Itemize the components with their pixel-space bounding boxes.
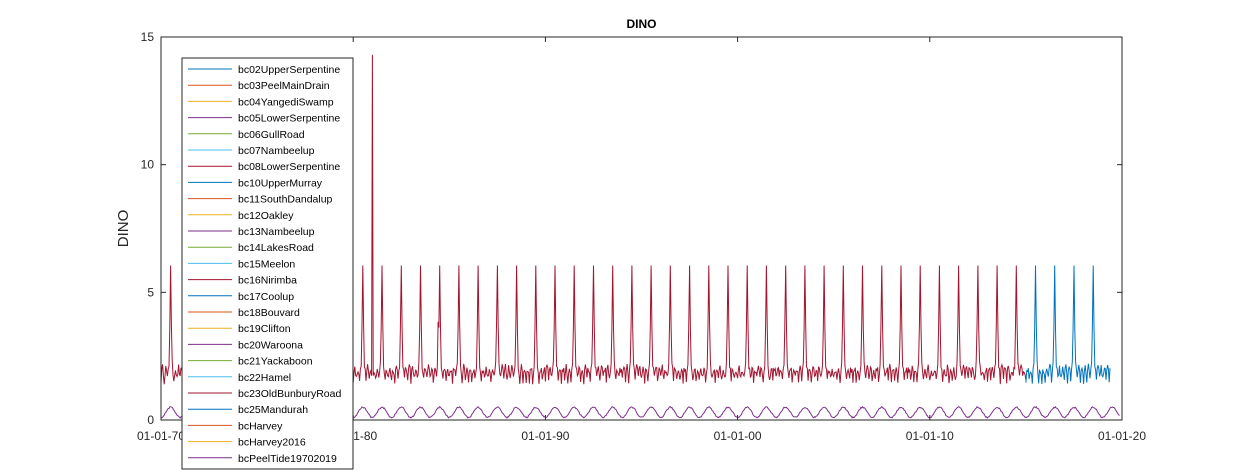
legend-label: bc15Meelon — [238, 258, 295, 270]
legend-label: bc06GullRoad — [238, 129, 305, 141]
legend-item[interactable]: bc14LakesRoad — [188, 242, 314, 254]
series-line-bc02UpperSerpentine — [1025, 265, 1111, 385]
y-axis: 0 5 10 15 — [141, 30, 1122, 427]
legend-label: bc04YangediSwamp — [238, 96, 334, 108]
y-tick-label: 0 — [147, 413, 154, 427]
legend-label: bc08LowerSerpentine — [238, 161, 340, 173]
legend-item[interactable]: bc25Mandurah — [188, 404, 308, 416]
plot-area-frame — [160, 36, 1123, 421]
legend-item[interactable]: bc23OldBunburyRoad — [188, 388, 341, 400]
legend[interactable]: bc02UpperSerpentine bc03PeelMainDrain bc04… — [181, 57, 354, 470]
legend-item[interactable]: bcPeelTide19702019 — [188, 453, 337, 465]
x-tick-label: 01-01-90 — [521, 429, 569, 443]
legend-item[interactable]: bcHarvey — [188, 420, 283, 432]
legend-item[interactable]: bc06GullRoad — [188, 129, 305, 141]
legend-label: bc21Yackaboon — [238, 356, 313, 368]
legend-label: bcHarvey — [238, 420, 283, 432]
legend-label: bc19Clifton — [238, 323, 291, 335]
legend-item[interactable]: bc16Nirimba — [188, 275, 297, 287]
legend-label: bc10UpperMurray — [238, 177, 323, 189]
legend-item[interactable]: bc07Nambeelup — [188, 145, 315, 157]
legend-label: bc03PeelMainDrain — [238, 80, 330, 92]
legend-label: bc07Nambeelup — [238, 145, 315, 157]
legend-label: bc02UpperSerpentine — [238, 64, 340, 76]
legend-item[interactable]: bc08LowerSerpentine — [188, 161, 340, 173]
legend-item[interactable]: bc02UpperSerpentine — [188, 64, 340, 76]
legend-label: bc20Waroona — [238, 339, 303, 351]
legend-label: bcHarvey2016 — [238, 437, 306, 449]
legend-item[interactable]: bc12Oakley — [188, 210, 294, 222]
chart-title: DINO — [627, 17, 657, 31]
legend-label: bcPeelTide19702019 — [238, 453, 337, 465]
y-axis-label: DINO — [115, 210, 132, 248]
legend-label: bc25Mandurah — [238, 404, 308, 416]
x-tick-label: 01-01-70 — [137, 429, 185, 443]
legend-item[interactable]: bc13Nambeelup — [188, 226, 315, 238]
y-tick-label: 5 — [147, 285, 154, 299]
legend-item[interactable]: bc03PeelMainDrain — [188, 80, 330, 92]
legend-item[interactable]: bc18Bouvard — [188, 307, 300, 319]
legend-item[interactable]: bc21Yackaboon — [188, 356, 313, 368]
legend-label: bc05LowerSerpentine — [238, 113, 340, 125]
x-tick-label: 01-01-10 — [906, 429, 954, 443]
x-tick-label: 01-01-20 — [1098, 429, 1146, 443]
legend-label: bc13Nambeelup — [238, 226, 315, 238]
legend-label: bc17Coolup — [238, 291, 294, 303]
legend-label: bc12Oakley — [238, 210, 294, 222]
legend-label: bc23OldBunburyRoad — [238, 388, 341, 400]
legend-label: bc16Nirimba — [238, 275, 297, 287]
legend-item[interactable]: bc15Meelon — [188, 258, 295, 270]
legend-item[interactable]: bcHarvey2016 — [188, 437, 306, 449]
y-tick-label: 15 — [141, 30, 155, 44]
x-tick-label: 01-01-00 — [714, 429, 762, 443]
legend-item[interactable]: bc19Clifton — [188, 323, 291, 335]
legend-item[interactable]: bc10UpperMurray — [188, 177, 323, 189]
legend-label: bc14LakesRoad — [238, 242, 314, 254]
legend-label: bc11SouthDandalup — [238, 194, 333, 206]
y-tick-label: 10 — [141, 158, 155, 172]
legend-item[interactable]: bc17Coolup — [188, 291, 294, 303]
legend-item[interactable]: bc22Hamel — [188, 372, 291, 384]
legend-item[interactable]: bc11SouthDandalup — [188, 194, 333, 206]
legend-item[interactable]: bc20Waroona — [188, 339, 303, 351]
legend-item[interactable]: bc04YangediSwamp — [188, 96, 334, 108]
legend-item[interactable]: bc05LowerSerpentine — [188, 113, 340, 125]
legend-label: bc18Bouvard — [238, 307, 300, 319]
legend-label: bc22Hamel — [238, 372, 291, 384]
